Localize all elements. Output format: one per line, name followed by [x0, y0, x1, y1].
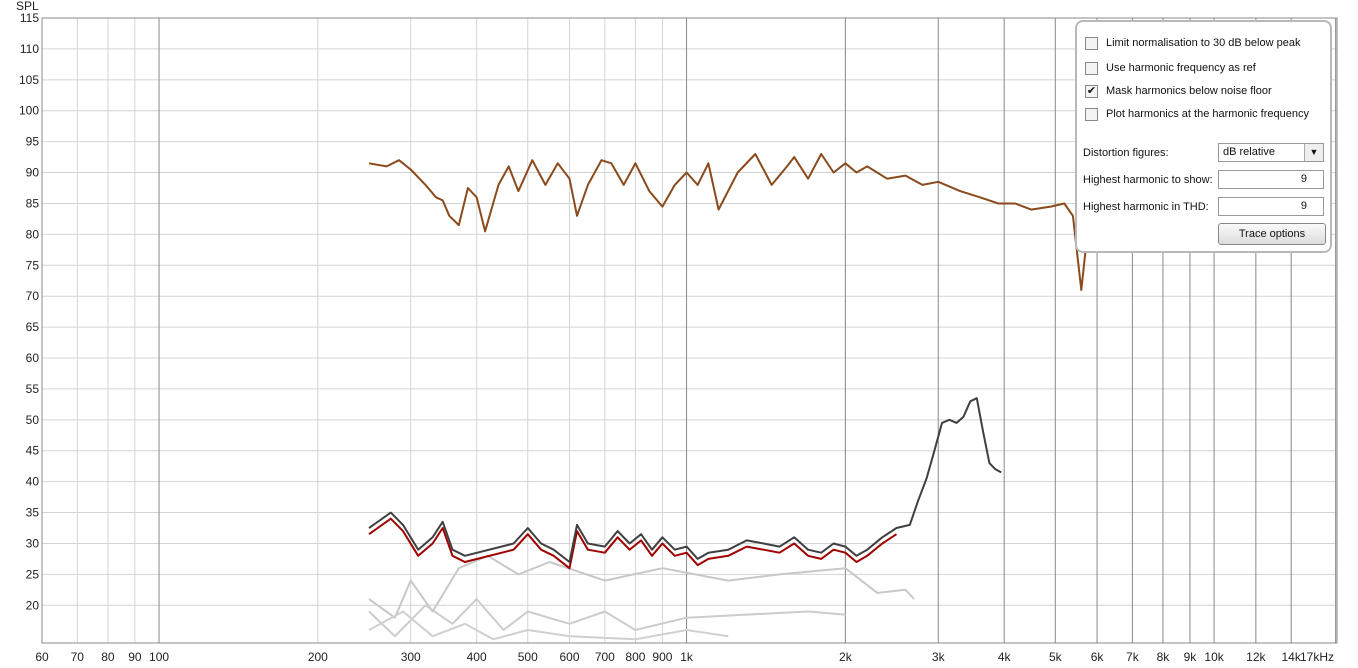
dropdown-arrow[interactable]: ▼: [1304, 144, 1323, 161]
checkbox-label: Mask harmonics below noise floor: [1106, 85, 1272, 97]
y-tick-label: 35: [26, 506, 40, 520]
x-tick-label: 400: [467, 650, 487, 664]
y-tick-label: 95: [26, 135, 40, 149]
checkbox-label: Limit normalisation to 30 dB below peak: [1106, 37, 1301, 49]
x-tick-label: 70: [71, 650, 85, 664]
x-tick-label: 12k: [1246, 650, 1266, 664]
y-tick-label: 105: [19, 73, 39, 87]
x-tick-label: 60: [35, 650, 49, 664]
spinner-value: 9: [1300, 173, 1307, 185]
field-label: Highest harmonic to show:: [1083, 174, 1213, 186]
x-tick-label: 4k: [998, 650, 1012, 664]
x-tick-label: 100: [149, 650, 169, 664]
series-line: [368, 397, 1002, 563]
x-tick-label: 8k: [1157, 650, 1171, 664]
spinner[interactable]: 9: [1218, 197, 1324, 216]
y-tick-label: 30: [26, 536, 40, 550]
checkbox-label: Plot harmonics at the harmonic frequency: [1106, 108, 1309, 120]
y-tick-label: 45: [26, 444, 40, 458]
x-tick-label: 80: [101, 650, 115, 664]
check-box[interactable]: [1085, 107, 1098, 121]
y-tick-label: 25: [26, 567, 40, 581]
x-tick-label: 17kHz: [1300, 650, 1334, 664]
series-line: [368, 517, 898, 570]
x-tick-label: 700: [595, 650, 615, 664]
series-line: [368, 554, 915, 619]
x-tick-label: 200: [308, 650, 328, 664]
y-tick-label: 60: [26, 351, 40, 365]
y-tick-label: 115: [20, 11, 39, 25]
y-axis-label: SPL: [16, 0, 39, 13]
check-box[interactable]: [1085, 61, 1098, 75]
check-box[interactable]: [1085, 36, 1098, 50]
dropdown[interactable]: dB relative ▼: [1218, 143, 1324, 162]
x-tick-label: 6k: [1091, 650, 1105, 664]
y-tick-label: 65: [26, 320, 40, 334]
y-tick-label: 100: [19, 104, 39, 118]
plot-area: [41, 17, 1338, 644]
x-tick-label: 10k: [1204, 650, 1224, 664]
trace-options-button[interactable]: Trace options: [1218, 223, 1326, 245]
x-tick-label: 500: [518, 650, 538, 664]
y-tick-label: 50: [26, 413, 40, 427]
x-tick-label: 9k: [1184, 650, 1198, 664]
checkbox[interactable]: Use harmonic frequency as ref: [1085, 61, 1256, 75]
x-tick-label: 5k: [1049, 650, 1063, 664]
field-label: Distortion figures:: [1083, 147, 1169, 159]
series-line: [368, 153, 1191, 291]
y-tick-label: 70: [26, 289, 40, 303]
y-tick-label: 110: [20, 42, 39, 56]
x-tick-label: 900: [652, 650, 672, 664]
checkbox[interactable]: Limit normalisation to 30 dB below peak: [1085, 36, 1300, 50]
field-label: Highest harmonic in THD:: [1083, 201, 1209, 213]
x-tick-label: 1k: [680, 650, 694, 664]
y-tick-label: 80: [26, 227, 40, 241]
x-tick-label: 7k: [1126, 650, 1140, 664]
x-tick-label: 600: [560, 650, 580, 664]
x-tick-label: 3k: [932, 650, 946, 664]
y-tick-label: 75: [26, 258, 40, 272]
check-box[interactable]: ✔: [1085, 84, 1098, 98]
y-tick-label: 20: [26, 598, 40, 612]
x-tick-label: 300: [401, 650, 421, 664]
x-tick-label: 90: [128, 650, 142, 664]
x-tick-label: 800: [625, 650, 645, 664]
series-line: [368, 598, 846, 638]
spinner[interactable]: 9: [1218, 170, 1324, 189]
y-tick-label: 55: [26, 382, 40, 396]
y-tick-label: 90: [26, 166, 40, 180]
options-panel: Limit normalisation to 30 dB below peak …: [1075, 20, 1332, 253]
dropdown-value: dB relative: [1223, 146, 1275, 158]
checkbox-label: Use harmonic frequency as ref: [1106, 62, 1256, 74]
checkbox[interactable]: ✔ Mask harmonics below noise floor: [1085, 84, 1272, 98]
series-line: [368, 610, 729, 641]
checkbox[interactable]: Plot harmonics at the harmonic frequency: [1085, 107, 1309, 121]
x-tick-label: 14k: [1281, 650, 1301, 664]
x-tick-label: 2k: [839, 650, 853, 664]
y-tick-label: 85: [26, 196, 40, 210]
spinner-value: 9: [1300, 200, 1307, 212]
y-tick-label: 40: [26, 475, 40, 489]
